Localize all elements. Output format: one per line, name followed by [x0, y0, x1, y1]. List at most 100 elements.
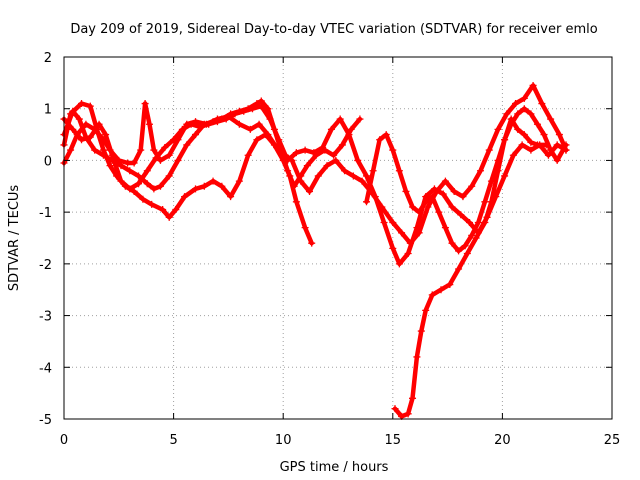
data-point: [319, 144, 327, 151]
data-point: [382, 131, 390, 139]
data-point: [249, 105, 257, 113]
data-point: [86, 133, 94, 141]
chart-title: Day 209 of 2019, Sidereal Day-to-day VTE…: [70, 22, 597, 37]
data-point: [301, 224, 309, 232]
data-point: [165, 172, 173, 180]
data-point: [115, 156, 123, 164]
data-point: [428, 291, 436, 299]
data-point: [106, 162, 114, 170]
data-point: [266, 115, 274, 123]
data-point: [349, 172, 357, 180]
data-point: [395, 167, 403, 175]
data-point: [441, 224, 449, 232]
x-tick-label: 5: [169, 433, 177, 448]
data-point: [547, 146, 555, 154]
data-point: [178, 125, 186, 133]
data-point: [509, 151, 517, 159]
data-point: [338, 141, 346, 149]
y-tick-label: -3: [39, 310, 52, 325]
data-point: [354, 156, 362, 164]
y-tick-label: -4: [39, 361, 52, 376]
data-point: [183, 141, 191, 149]
data-point: [501, 172, 509, 180]
data-point: [494, 125, 502, 133]
data-point: [135, 172, 143, 180]
data-point: [542, 141, 550, 149]
data-point: [485, 146, 493, 154]
data-point: [148, 200, 156, 208]
data-point: [273, 144, 281, 151]
data-point: [150, 146, 158, 154]
data-point: [284, 156, 292, 164]
data-point: [152, 154, 160, 162]
data-point: [409, 394, 417, 402]
data-point: [297, 177, 305, 185]
data-point: [463, 250, 471, 258]
data-point: [145, 120, 153, 128]
data-point: [437, 286, 445, 294]
data-point: [246, 125, 254, 133]
data-point: [192, 131, 200, 139]
data-point: [527, 138, 535, 146]
data-point: [520, 131, 528, 139]
data-point: [78, 100, 86, 108]
data-point: [135, 180, 143, 188]
data-point: [527, 146, 535, 154]
data-point: [481, 218, 489, 226]
data-point: [518, 141, 526, 149]
data-point: [468, 182, 476, 190]
y-tick-label: 1: [44, 103, 52, 118]
data-point: [187, 120, 195, 128]
y-tick-label: 2: [44, 51, 52, 66]
data-point: [481, 198, 489, 206]
data-point: [99, 151, 107, 159]
data-point: [439, 190, 447, 198]
data-point: [413, 353, 421, 361]
data-point: [422, 198, 430, 206]
data-point: [455, 247, 463, 255]
series-line: [392, 116, 549, 419]
data-point: [466, 218, 474, 226]
data-point: [398, 229, 406, 237]
data-point: [503, 110, 511, 118]
data-point: [231, 110, 239, 118]
data-point: [181, 193, 189, 201]
data-point: [395, 260, 403, 268]
data-point: [448, 239, 456, 247]
data-point: [303, 162, 311, 170]
data-point: [501, 136, 509, 144]
data-point: [472, 234, 480, 242]
data-point: [468, 231, 476, 239]
data-point: [404, 250, 412, 258]
data-point: [520, 94, 528, 102]
data-point: [527, 110, 535, 118]
data-point: [441, 177, 449, 185]
data-point: [275, 136, 283, 144]
x-tick-label: 10: [275, 433, 292, 448]
data-point: [141, 100, 149, 108]
data-point: [124, 159, 132, 167]
data-point: [290, 182, 298, 190]
data-point: [130, 187, 138, 195]
x-tick-label: 20: [494, 433, 511, 448]
data-point: [323, 162, 331, 170]
data-point: [284, 167, 292, 175]
data-point: [555, 131, 563, 139]
data-point: [538, 100, 546, 108]
data-point: [380, 218, 388, 226]
data-point: [78, 136, 86, 144]
data-point: [389, 244, 397, 252]
data-point: [544, 151, 552, 159]
data-point: [137, 146, 145, 154]
data-point: [362, 198, 370, 206]
data-series: [60, 81, 570, 420]
y-axis-label: SDTVAR / TECUs: [7, 185, 22, 292]
data-point: [126, 185, 134, 193]
data-point: [301, 146, 309, 154]
data-point: [430, 185, 438, 193]
axis-ticks: [63, 56, 613, 420]
data-point: [358, 177, 366, 185]
data-point: [371, 193, 379, 201]
data-point: [240, 107, 248, 115]
data-point: [327, 125, 335, 133]
